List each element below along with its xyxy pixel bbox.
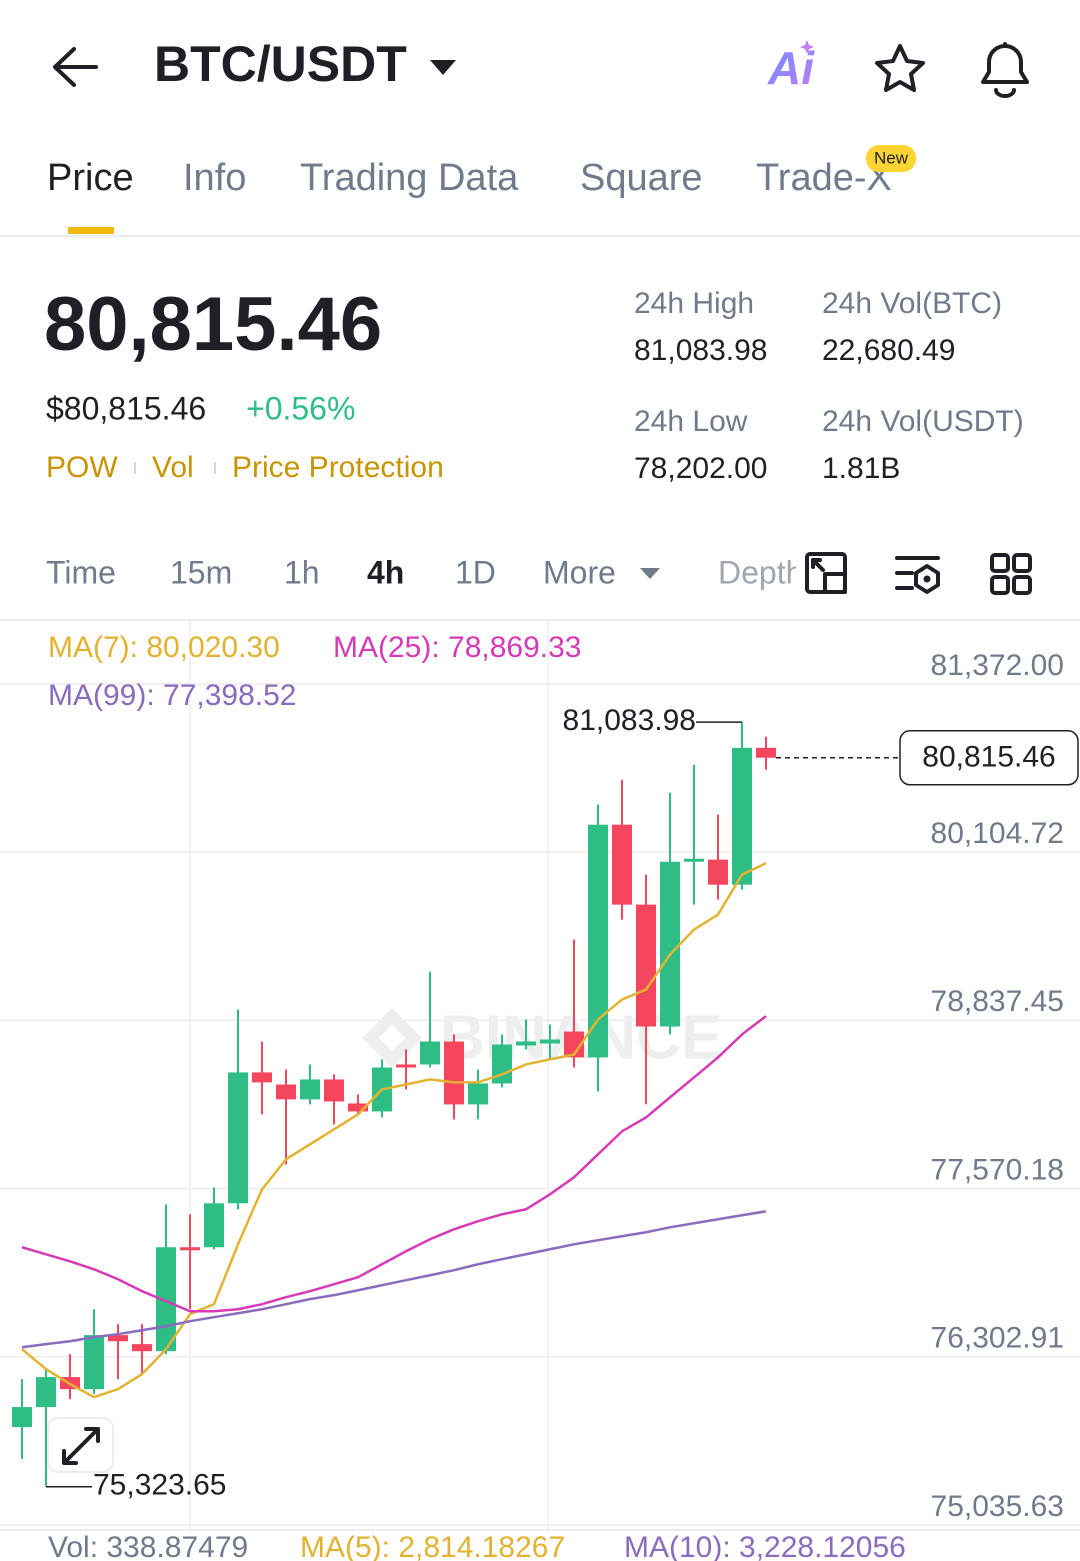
candle-body [300, 1079, 320, 1100]
interval[interactable]: More [543, 554, 616, 590]
back-button[interactable] [53, 47, 98, 87]
candle-body [108, 1335, 128, 1342]
y-tick-label: 75,035.63 [931, 1490, 1064, 1523]
candle-body [588, 824, 608, 1058]
last-price-box [899, 729, 1079, 786]
interval[interactable]: Depth [718, 554, 803, 590]
favorite-button[interactable] [875, 44, 925, 92]
tab[interactable]: Square [580, 157, 703, 199]
chart: BINANCE [0, 621, 1080, 1529]
candle-body [420, 1041, 440, 1065]
candle-body [612, 824, 632, 905]
notification-button[interactable] [981, 42, 1029, 98]
candle-body [12, 1407, 32, 1428]
usd-price: $80,815.46 [46, 390, 206, 426]
expand-button[interactable] [47, 1417, 114, 1473]
candle-body [396, 1064, 416, 1068]
stat-value: 78,202.00 [634, 452, 767, 485]
tag[interactable]: POW [46, 451, 118, 484]
candle-body [84, 1335, 104, 1390]
volume-ma-label: MA(5): 2,814.18267 [300, 1531, 565, 1561]
ma-line [21, 1210, 767, 1349]
candle-body [756, 747, 776, 758]
legend-entry: MA(99): 77,398.52 [48, 679, 296, 712]
y-tick-label: 76,302.91 [931, 1322, 1064, 1355]
interval[interactable]: 1D [455, 554, 496, 590]
stat-label: 24h High [634, 287, 754, 320]
candle-body [252, 1072, 272, 1083]
tab[interactable]: Price [47, 157, 134, 199]
stat-label: 24h Vol(USDT) [822, 405, 1024, 438]
low-marker-label: 75,323.65 [93, 1469, 226, 1502]
last-price: 80,815.46 [44, 282, 382, 367]
candle-body [636, 904, 656, 1027]
stat-value: 81,083.98 [634, 334, 767, 367]
layout-button[interactable] [990, 553, 1032, 595]
candle-body [732, 747, 752, 885]
candle-body [324, 1079, 344, 1102]
y-tick-label: 80,104.72 [931, 817, 1064, 850]
volume-ma-label: MA(10): 3,228.12056 [624, 1531, 906, 1561]
interval[interactable]: 15m [170, 554, 232, 590]
candle-body [204, 1203, 224, 1248]
candle-body [468, 1083, 488, 1105]
candle-body [228, 1072, 248, 1204]
candle-body [348, 1103, 368, 1112]
ai-sparkle [800, 40, 814, 54]
stat-label: 24h Vol(BTC) [822, 287, 1002, 320]
candle-body [708, 859, 728, 885]
tab[interactable]: Trading Data [300, 157, 519, 199]
tab[interactable]: Info [183, 157, 246, 199]
high-marker-label: 81,083.98 [563, 704, 696, 737]
stat-label: 24h Low [634, 405, 748, 438]
tag[interactable]: Price Protection [232, 451, 444, 484]
tab-indicator [68, 227, 114, 234]
candle-body [564, 1031, 584, 1058]
candle-body [516, 1041, 536, 1046]
candle-body [540, 1039, 560, 1044]
stat-value: 22,680.49 [822, 334, 955, 367]
y-tick-label: 77,570.18 [931, 1153, 1064, 1186]
candle-body [36, 1377, 56, 1408]
legend-entry: MA(7): 80,020.30 [48, 631, 280, 664]
volume-label: Vol: 338.87479 [48, 1531, 248, 1561]
new-badge [866, 145, 916, 172]
ma-line [21, 862, 767, 1399]
fullscreen-button[interactable] [805, 552, 847, 594]
more-dropdown[interactable] [640, 568, 660, 579]
price-change: +0.56% [246, 390, 355, 426]
y-tick-label: 78,837.45 [931, 985, 1064, 1018]
candle-body [132, 1344, 152, 1352]
candle-body [684, 858, 704, 862]
interval[interactable]: 4h [367, 554, 404, 590]
candle-body [492, 1044, 512, 1084]
legend-entry: MA(25): 78,869.33 [333, 631, 581, 664]
ma-line [21, 1015, 767, 1313]
tag[interactable]: Vol [152, 451, 194, 484]
stat-value: 1.81B [822, 452, 900, 485]
pair-title[interactable]: BTC/USDT [154, 36, 407, 92]
pair-dropdown[interactable] [430, 60, 456, 75]
indicator-button[interactable] [895, 556, 940, 594]
candle-body [276, 1084, 296, 1100]
last-price-label: 80,815.46 [922, 741, 1055, 774]
candle-body [180, 1247, 200, 1251]
y-tick-label: 81,372.00 [931, 649, 1064, 682]
interval[interactable]: 1h [284, 554, 320, 590]
interval[interactable]: Time [46, 554, 116, 590]
candle-body [444, 1041, 464, 1105]
new-badge-text: New [874, 148, 909, 167]
candle-body [660, 861, 680, 1027]
